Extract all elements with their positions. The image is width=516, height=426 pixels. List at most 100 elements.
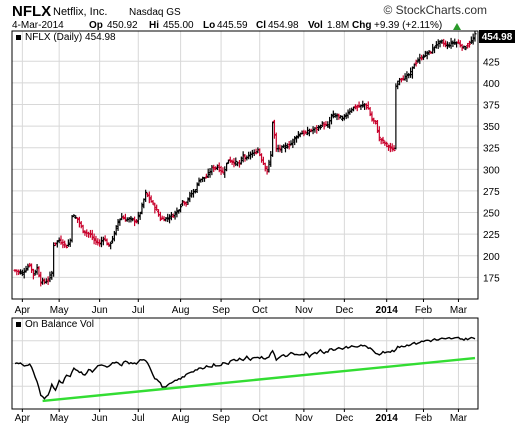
price-bar bbox=[337, 113, 341, 120]
price-bar bbox=[111, 235, 115, 244]
price-bar bbox=[414, 59, 418, 67]
exchange-name: Nasdaq GS bbox=[129, 7, 181, 18]
price-bar bbox=[35, 264, 39, 275]
price-bar bbox=[377, 126, 381, 142]
y-tick-label: 175 bbox=[483, 273, 500, 284]
price-bar bbox=[109, 241, 113, 250]
price-bar bbox=[26, 263, 30, 271]
y-tick-label: 325 bbox=[483, 144, 500, 155]
last-price-marker: 454.98 bbox=[479, 30, 515, 43]
price-bar bbox=[392, 145, 396, 152]
obv-x-tick-label: Aug bbox=[172, 413, 190, 424]
price-bar bbox=[116, 218, 120, 231]
price-bar bbox=[346, 109, 350, 119]
price-bar bbox=[458, 40, 462, 48]
price-bar bbox=[166, 213, 170, 223]
price-panel-frame bbox=[11, 30, 479, 300]
price-bar bbox=[442, 38, 446, 47]
price-bar bbox=[118, 218, 122, 226]
price-bar bbox=[61, 239, 65, 249]
price-bar bbox=[179, 204, 183, 213]
price-bar bbox=[433, 46, 437, 54]
price-bar bbox=[201, 176, 205, 183]
price-bar bbox=[63, 240, 67, 248]
price-bar bbox=[271, 121, 275, 157]
obv-x-tick-label: May bbox=[50, 413, 69, 424]
price-bar bbox=[267, 159, 271, 173]
price-bar bbox=[162, 216, 166, 222]
price-bars bbox=[13, 30, 477, 287]
close-label: Cl bbox=[256, 20, 266, 31]
price-bar bbox=[155, 204, 159, 211]
price-bar bbox=[260, 153, 264, 163]
price-bar bbox=[42, 278, 46, 285]
price-bar bbox=[44, 278, 48, 284]
price-x-axis: Apr May Jun Jul Aug Sep Oct Nov Dec 2014 Feb Mar bbox=[15, 299, 468, 316]
price-bar bbox=[15, 269, 19, 276]
price-x-tick-label: Apr bbox=[15, 305, 31, 316]
price-bar bbox=[311, 126, 315, 135]
price-bar bbox=[65, 244, 69, 249]
price-bar bbox=[418, 53, 422, 64]
price-legend: NFLX (Daily) 454.98 bbox=[16, 32, 116, 43]
price-bar bbox=[250, 149, 254, 158]
y-tick-label: 200 bbox=[483, 252, 500, 263]
price-bar bbox=[254, 148, 258, 155]
high-label: Hi bbox=[149, 20, 159, 31]
price-bar bbox=[241, 151, 245, 163]
price-bar bbox=[412, 63, 416, 69]
price-bar bbox=[120, 213, 124, 221]
price-bar bbox=[81, 224, 85, 234]
open-label: Op bbox=[89, 20, 103, 31]
price-bar bbox=[188, 191, 192, 203]
price-x-tick-label: 2014 bbox=[376, 305, 399, 316]
price-bar bbox=[212, 164, 216, 172]
price-bar bbox=[381, 136, 385, 144]
y-tick-label: 375 bbox=[483, 100, 500, 111]
price-bar bbox=[368, 106, 372, 117]
price-bar bbox=[445, 41, 449, 50]
price-bar bbox=[287, 140, 291, 150]
price-bar bbox=[278, 144, 282, 153]
price-bar bbox=[234, 157, 238, 167]
price-bar bbox=[302, 129, 306, 137]
price-bar bbox=[191, 188, 195, 198]
y-tick-label: 350 bbox=[483, 122, 500, 133]
price-bar bbox=[396, 80, 400, 90]
price-bar bbox=[76, 217, 80, 224]
copyright: © StockCharts.com bbox=[383, 3, 487, 17]
price-y-axis: 175 200 225 250 275 300 325 350 375 400 425 bbox=[483, 57, 500, 284]
y-tick-label: 225 bbox=[483, 230, 500, 241]
price-bar bbox=[342, 114, 346, 121]
price-bar bbox=[328, 116, 332, 129]
volume-value: 1.8M bbox=[327, 20, 349, 31]
price-bar bbox=[322, 121, 326, 130]
price-bar bbox=[151, 199, 155, 205]
obv-x-tick-label: Mar bbox=[450, 413, 468, 424]
y-tick-label: 300 bbox=[483, 165, 500, 176]
low-label: Lo bbox=[203, 20, 215, 31]
price-bar bbox=[158, 211, 162, 222]
obv-x-tick-label: Oct bbox=[252, 413, 268, 424]
high-value: 455.00 bbox=[163, 20, 194, 31]
price-bar bbox=[370, 111, 374, 122]
price-bar bbox=[225, 162, 229, 172]
price-bar bbox=[142, 198, 146, 209]
price-bar bbox=[180, 200, 184, 207]
obv-panel-frame bbox=[11, 317, 479, 410]
price-bar bbox=[230, 159, 234, 165]
obv-x-tick-label: Feb bbox=[415, 413, 433, 424]
price-x-tick-label: Dec bbox=[335, 305, 353, 316]
price-bar bbox=[206, 168, 210, 178]
obv-x-tick-label: 2014 bbox=[376, 413, 399, 424]
price-x-tick-label: Feb bbox=[415, 305, 433, 316]
price-bar bbox=[112, 230, 116, 242]
obv-x-axis: Apr May Jun Jul Aug Sep Oct Nov Dec 2014 Feb Mar bbox=[15, 409, 468, 424]
ticker-symbol: NFLX bbox=[12, 3, 51, 20]
price-x-tick-label: Mar bbox=[450, 305, 468, 316]
price-bar bbox=[444, 40, 448, 48]
price-x-tick-label: Nov bbox=[295, 305, 313, 316]
price-bar bbox=[221, 167, 225, 174]
price-bar bbox=[17, 269, 21, 276]
